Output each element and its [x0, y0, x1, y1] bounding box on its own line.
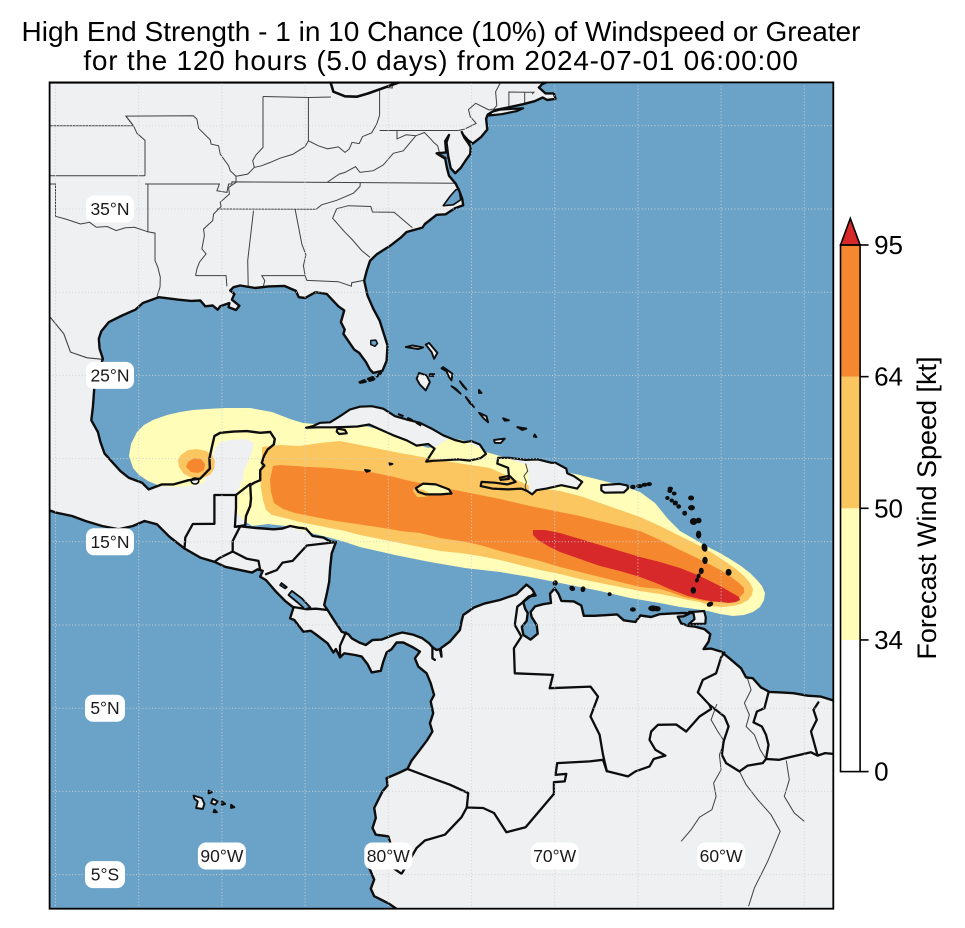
svg-text:70°W: 70°W — [533, 846, 576, 866]
svg-text:5°S: 5°S — [91, 865, 119, 885]
svg-text:for the 120 hours (5.0 days) f: for the 120 hours (5.0 days) from 2024-0… — [83, 45, 798, 76]
svg-text:25°N: 25°N — [90, 365, 129, 385]
svg-text:0: 0 — [874, 757, 888, 787]
svg-text:35°N: 35°N — [90, 199, 129, 219]
svg-text:Forecast Wind Speed [kt]: Forecast Wind Speed [kt] — [912, 356, 942, 659]
svg-text:5°N: 5°N — [90, 698, 119, 718]
svg-text:90°W: 90°W — [200, 846, 243, 866]
svg-text:64: 64 — [874, 362, 903, 392]
svg-text:50: 50 — [874, 493, 903, 523]
svg-text:34: 34 — [874, 625, 903, 655]
svg-text:95: 95 — [874, 230, 903, 260]
svg-text:80°W: 80°W — [367, 846, 410, 866]
svg-text:60°W: 60°W — [700, 846, 743, 866]
svg-text:High End Strength - 1 in 10 Ch: High End Strength - 1 in 10 Chance (10%)… — [22, 16, 861, 47]
svg-text:15°N: 15°N — [90, 532, 129, 552]
